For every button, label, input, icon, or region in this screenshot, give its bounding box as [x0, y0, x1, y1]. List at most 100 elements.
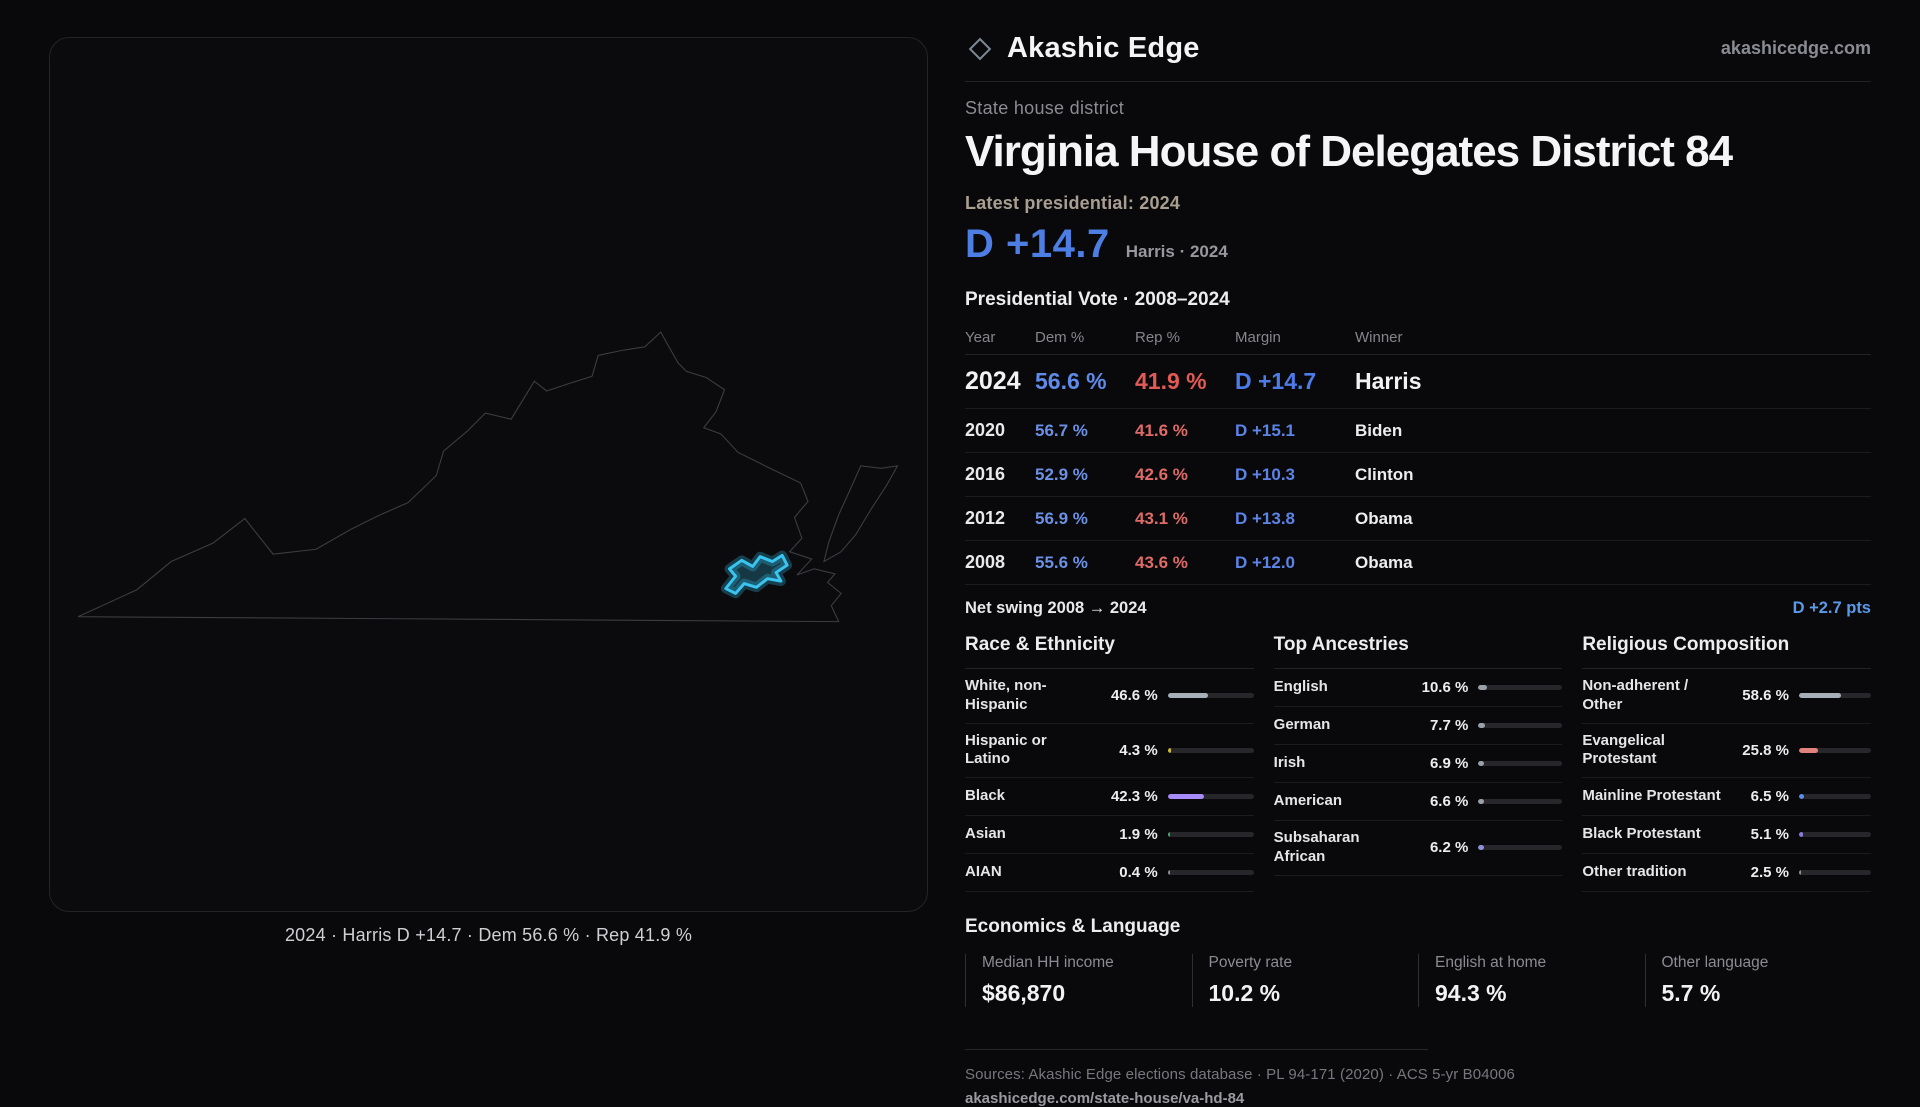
- cell-rep: 43.1 %: [1135, 508, 1188, 528]
- religion-item: Black Protestant 5.1 %: [1582, 816, 1871, 854]
- bar-track: [1167, 747, 1254, 753]
- bar-fill: [1478, 685, 1488, 690]
- stat-label: Other language: [1661, 954, 1769, 971]
- table-row-2020: 2020 56.7 % 41.6 % D +15.1 Biden: [965, 409, 1871, 453]
- district-map-panel: [49, 37, 928, 912]
- race-title: Race & Ethnicity: [965, 634, 1254, 669]
- cell-winner: Harris: [1355, 368, 1422, 394]
- net-swing-row: Net swing 2008 → 2024 D +2.7 pts: [965, 599, 1871, 618]
- religion-label: Mainline Protestant: [1582, 787, 1721, 805]
- race-label: Hispanic or Latino: [965, 731, 1047, 768]
- col-header-dem: Dem %: [1035, 329, 1085, 346]
- bar-fill: [1167, 693, 1208, 699]
- bar-fill: [1478, 761, 1485, 766]
- stat-value: 5.7 %: [1661, 980, 1721, 1006]
- stat-value: 94.3 %: [1435, 980, 1507, 1006]
- map-caption: 2024 · Harris D +14.7 · Dem 56.6 % · Rep…: [284, 925, 693, 945]
- race-value: 46.6 %: [1110, 687, 1158, 705]
- bar-fill: [1167, 832, 1170, 837]
- race-item: Black 42.3 %: [965, 778, 1254, 816]
- race-value: 4.3 %: [1119, 741, 1158, 759]
- ancestry-value: 6.6 %: [1429, 793, 1469, 810]
- cell-rep: 43.6 %: [1135, 552, 1188, 572]
- race-label: Black: [965, 787, 1006, 805]
- economics-title: Economics & Language: [965, 916, 1181, 937]
- bar-track: [1798, 870, 1871, 875]
- cell-winner: Clinton: [1355, 464, 1414, 484]
- table-header-row: Year Dem % Rep % Margin Winner: [965, 321, 1871, 355]
- cell-year: 2008: [965, 552, 1006, 572]
- race-value: 0.4 %: [1119, 864, 1158, 881]
- cell-dem: 56.6 %: [1035, 368, 1107, 394]
- brand: Akashic Edge: [965, 32, 1200, 65]
- col-header-winner: Winner: [1355, 329, 1403, 346]
- cell-winner: Obama: [1355, 508, 1413, 528]
- economics-stats: Median HH income $86,870 Poverty rate 10…: [965, 954, 1871, 1007]
- bar-track: [1478, 845, 1563, 851]
- religion-item: Evangelical Protestant 25.8 %: [1582, 724, 1871, 778]
- race-label: Asian: [965, 825, 1006, 843]
- cell-dem: 52.9 %: [1035, 464, 1088, 484]
- cell-year: 2016: [965, 464, 1006, 484]
- race-label: AIAN: [965, 863, 1002, 881]
- brand-name: Akashic Edge: [1007, 32, 1200, 64]
- bar-fill: [1478, 723, 1485, 728]
- eastern-shore-outline: [824, 466, 898, 562]
- ancestry-label: German: [1273, 716, 1331, 734]
- table-row-2024: 2024 56.6 % 41.9 % D +14.7 Harris: [965, 355, 1871, 409]
- cell-margin: D +10.3: [1235, 464, 1296, 484]
- ancestry-item: American 6.6 %: [1273, 783, 1563, 821]
- page-title: Virginia House of Delegates District 84: [965, 127, 1733, 176]
- cell-rep: 41.9 %: [1135, 368, 1207, 394]
- religion-label: Black Protestant: [1582, 825, 1701, 843]
- religion-label: Non-adherent / Other: [1582, 677, 1689, 713]
- race-item: Hispanic or Latino 4.3 %: [965, 724, 1254, 778]
- bar-track: [1798, 693, 1871, 699]
- stat-label: Poverty rate: [1208, 954, 1293, 971]
- col-header-year: Year: [965, 329, 996, 346]
- ancestry-item: English 10.6 %: [1273, 669, 1563, 707]
- col-header-rep: Rep %: [1135, 329, 1181, 346]
- ancestry-item: Subsaharan African 6.2 %: [1273, 821, 1563, 876]
- cell-margin: D +14.7: [1235, 368, 1317, 394]
- race-value: 42.3 %: [1110, 788, 1158, 805]
- stat-label: Median HH income: [982, 954, 1114, 971]
- net-swing-value: D +2.7 pts: [1792, 599, 1871, 617]
- ancestry-label: American: [1273, 792, 1343, 810]
- religion-item: Other tradition 2.5 %: [1582, 854, 1871, 892]
- bar-track: [1167, 870, 1254, 875]
- religion-item: Mainline Protestant 6.5 %: [1582, 778, 1871, 816]
- stat-value: $86,870: [982, 980, 1066, 1006]
- headline-margin: D +14.7 Harris · 2024: [965, 222, 1871, 267]
- cell-year: 2024: [965, 367, 1021, 395]
- bar-track: [1798, 747, 1871, 753]
- report-panel: Akashic Edge akashicedge.com State house…: [965, 0, 1871, 1107]
- bar-track: [1167, 832, 1254, 837]
- religion-value: 2.5 %: [1750, 864, 1789, 881]
- ancestry-label: English: [1273, 678, 1328, 696]
- district-84-shape[interactable]: [724, 553, 789, 595]
- ancestry-label: Irish: [1273, 754, 1306, 772]
- vote-table-title: Presidential Vote · 2008–2024: [965, 289, 1230, 310]
- stat-median-hh-income: Median HH income $86,870: [965, 954, 1192, 1007]
- religion-value: 25.8 %: [1742, 741, 1789, 759]
- permalink[interactable]: akashicedge.com/state-house/va-hd-84: [965, 1090, 1245, 1107]
- brand-header: Akashic Edge akashicedge.com: [965, 32, 1871, 82]
- bar-track: [1167, 693, 1254, 699]
- bar-track: [1478, 723, 1563, 728]
- table-row-2012: 2012 56.9 % 43.1 % D +13.8 Obama: [965, 497, 1871, 541]
- race-value: 1.9 %: [1119, 826, 1158, 843]
- col-header-margin: Margin: [1235, 329, 1281, 346]
- table-row-2016: 2016 52.9 % 42.6 % D +10.3 Clinton: [965, 453, 1871, 497]
- presidential-vote-table: Year Dem % Rep % Margin Winner 2024 56.6…: [965, 321, 1871, 585]
- bar-track: [1798, 794, 1871, 799]
- stat-label: English at home: [1435, 954, 1547, 971]
- cell-rep: 42.6 %: [1135, 464, 1188, 484]
- race-ethnicity-column: Race & Ethnicity White, non-Hispanic 46.…: [965, 634, 1254, 892]
- race-label: White, non-Hispanic: [965, 677, 1047, 713]
- brand-domain-link[interactable]: akashicedge.com: [1720, 38, 1871, 58]
- religion-label: Evangelical Protestant: [1582, 731, 1665, 768]
- bar-fill: [1798, 870, 1801, 875]
- ancestry-item: Irish 6.9 %: [1273, 745, 1563, 783]
- bar-fill: [1798, 832, 1803, 837]
